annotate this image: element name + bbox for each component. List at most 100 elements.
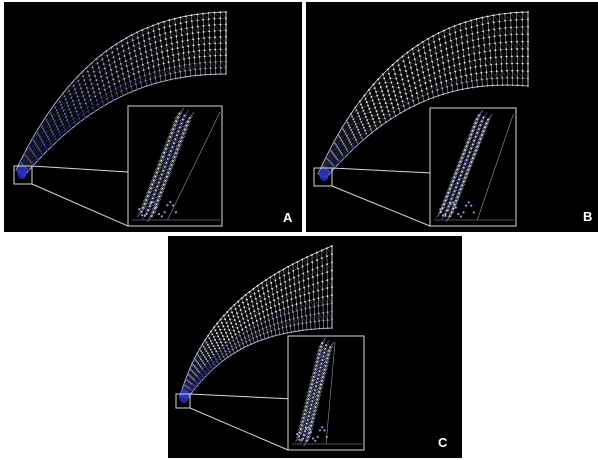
inset-node — [329, 346, 332, 349]
mesh-diagonal — [36, 126, 43, 132]
mesh-node — [220, 331, 223, 334]
inset-node — [449, 203, 452, 206]
mesh-diagonal — [43, 139, 49, 143]
mesh-diagonal — [421, 90, 428, 95]
inset-node — [453, 190, 456, 192]
mesh-node — [265, 326, 268, 329]
mesh-node — [461, 88, 464, 91]
mesh-node — [289, 291, 292, 294]
mesh-node — [123, 77, 126, 80]
mesh-node — [326, 311, 329, 314]
mesh-node — [493, 28, 496, 31]
mesh-node — [302, 329, 304, 332]
mesh-node — [80, 106, 83, 109]
mesh-node — [93, 110, 96, 113]
mesh-node — [134, 78, 136, 81]
mesh-diagonal — [156, 47, 163, 53]
mesh-node — [481, 16, 483, 19]
mesh-node — [282, 332, 285, 335]
mesh-node — [214, 365, 217, 368]
mesh-node — [366, 135, 369, 138]
mesh-node — [385, 85, 388, 88]
mesh-diagonal — [388, 110, 395, 113]
mesh-node — [219, 11, 222, 14]
mesh-diagonal — [371, 114, 378, 116]
mesh-node — [413, 58, 416, 61]
inset-node — [450, 211, 453, 214]
inset-node — [169, 136, 172, 138]
mesh-node — [374, 106, 377, 109]
mesh-node — [219, 29, 222, 32]
mesh-node — [376, 94, 379, 97]
mesh-node — [233, 329, 235, 332]
mesh-node — [369, 92, 372, 95]
mesh-diagonal — [63, 90, 70, 94]
mesh-node — [306, 270, 309, 273]
mesh-node — [94, 95, 97, 98]
mesh-node — [465, 74, 468, 77]
mesh-node — [196, 13, 199, 16]
mesh-node — [225, 17, 227, 20]
inset-node — [296, 432, 299, 436]
inset-node — [453, 203, 456, 206]
inset-node — [476, 118, 479, 121]
inset-node — [183, 114, 186, 117]
mesh-node — [385, 121, 388, 124]
mesh-node — [185, 27, 188, 30]
mesh-node — [445, 79, 448, 82]
mesh-node — [144, 79, 147, 82]
mesh-node — [49, 126, 51, 128]
inset-node — [187, 120, 189, 123]
mesh-diagonal — [208, 12, 215, 19]
mesh-node — [204, 347, 206, 350]
mesh-node — [491, 77, 493, 80]
mesh-node — [261, 305, 263, 308]
mesh-node — [117, 53, 120, 55]
mesh-node — [116, 70, 118, 73]
inset-node — [305, 405, 308, 408]
mesh-node — [139, 81, 142, 84]
mesh-node — [77, 99, 80, 102]
inset-node — [304, 430, 306, 433]
mesh-node — [136, 31, 138, 34]
mesh-diagonal — [125, 60, 132, 64]
mesh-node — [425, 87, 428, 90]
mesh-node — [235, 337, 238, 339]
mesh-diagonal — [297, 261, 303, 267]
mesh-node — [516, 48, 518, 50]
mesh-node — [88, 113, 91, 116]
mesh-node — [148, 37, 151, 40]
mesh-diagonal — [289, 319, 295, 326]
mesh-node — [511, 69, 514, 72]
mesh-node — [437, 94, 440, 97]
mesh-node — [334, 142, 336, 145]
mesh-node — [363, 112, 366, 115]
mesh-diagonal — [500, 42, 507, 50]
mesh-node — [214, 347, 216, 350]
mesh-diagonal — [267, 290, 274, 295]
inset-node — [465, 172, 468, 175]
mesh-node — [202, 345, 205, 348]
mesh-node — [488, 36, 491, 38]
mesh-diagonal — [203, 37, 210, 44]
mesh-node — [521, 18, 524, 21]
mesh-node — [452, 90, 454, 93]
mesh-node — [493, 35, 496, 38]
inset-node — [468, 151, 471, 154]
mesh-diagonal — [183, 52, 190, 59]
mesh-node — [179, 16, 182, 19]
inset-node — [447, 205, 450, 208]
mesh-node — [199, 365, 202, 368]
mesh-diagonal — [174, 66, 181, 72]
mesh-diagonal — [424, 52, 432, 57]
mesh-node — [463, 61, 466, 64]
mesh-node — [48, 110, 51, 112]
inset-node — [320, 383, 322, 386]
mesh-diagonal — [32, 132, 38, 139]
mesh-node — [313, 305, 316, 308]
mesh-node — [446, 54, 449, 56]
mesh-diagonal — [422, 41, 430, 45]
mesh-node — [219, 42, 222, 45]
mesh-node — [441, 87, 444, 90]
mesh-node — [313, 320, 316, 323]
